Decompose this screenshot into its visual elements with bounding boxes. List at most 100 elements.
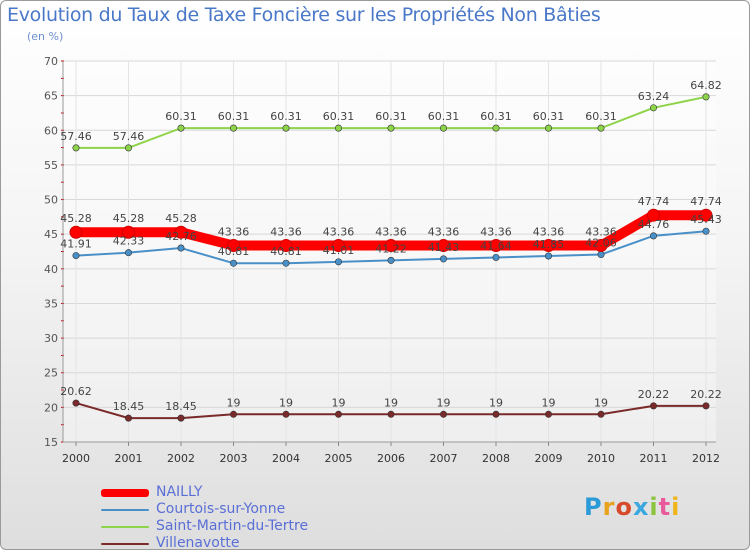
series-point-3 (230, 410, 238, 418)
data-label: 20.22 (638, 388, 670, 401)
series-point-2 (230, 124, 238, 132)
x-tick-label: 2002 (167, 452, 195, 465)
data-label: 43.36 (480, 226, 512, 239)
series-point-1 (439, 255, 447, 263)
data-label: 19 (594, 396, 608, 409)
series-point-0 (699, 208, 713, 222)
y-tick-label: 55 (44, 159, 58, 172)
series-point-0 (122, 225, 135, 239)
data-label: 43.36 (428, 226, 460, 239)
data-label: 18.45 (165, 400, 197, 413)
legend-swatch-saint-martin (101, 526, 149, 528)
series-point-3 (649, 402, 657, 410)
data-label: 45.28 (60, 212, 92, 225)
x-tick-label: 2008 (482, 452, 510, 465)
series-point-3 (492, 410, 500, 418)
data-label: 47.74 (690, 195, 722, 208)
y-unit-label: (en %) (27, 30, 64, 43)
data-label: 60.31 (270, 110, 302, 123)
data-label: 42.76 (165, 230, 197, 243)
series-point-0 (542, 239, 555, 253)
y-tick-label: 20 (44, 401, 58, 414)
data-label: 19 (542, 396, 556, 409)
x-tick-label: 2004 (272, 452, 300, 465)
series-point-1 (72, 252, 80, 260)
x-tick-label: 2003 (220, 452, 248, 465)
logo-letter: i (649, 493, 659, 521)
series-point-2 (387, 124, 395, 132)
y-tick-label: 50 (44, 194, 58, 207)
series-point-0 (489, 239, 503, 253)
data-label: 63.24 (638, 90, 670, 103)
x-tick-label: 2011 (640, 452, 668, 465)
series-point-1 (230, 259, 238, 267)
series-point-3 (702, 402, 710, 410)
data-label: 19 (384, 396, 398, 409)
legend-label-courtois: Courtois-sur-Yonne (156, 501, 286, 517)
y-tick-label: 70 (44, 55, 58, 68)
x-tick-label: 2006 (377, 452, 405, 465)
data-label: 60.31 (480, 110, 512, 123)
series-point-1 (334, 258, 342, 266)
data-label: 60.31 (533, 110, 565, 123)
data-label: 60.31 (428, 110, 460, 123)
series-point-0 (647, 208, 660, 222)
series-point-1 (702, 227, 710, 235)
data-label: 41.64 (480, 239, 512, 252)
series-point-0 (437, 239, 450, 253)
series-point-0 (384, 239, 398, 253)
data-label: 41.01 (323, 244, 355, 257)
legend-swatch-nailly (101, 489, 149, 497)
series-point-2 (334, 124, 342, 132)
legend-swatch-villenavotte (101, 543, 149, 545)
series-point-3 (177, 414, 185, 422)
series-point-1 (492, 253, 500, 261)
data-label: 40.81 (218, 245, 250, 258)
data-label: 40.81 (270, 245, 302, 258)
legend-label-saint-martin: Saint-Martin-du-Tertre (156, 518, 309, 534)
series-point-2 (282, 124, 290, 132)
data-label: 42.33 (113, 235, 145, 248)
data-label: 41.85 (533, 238, 565, 251)
data-label: 19 (332, 396, 346, 409)
x-tick-label: 2012 (692, 452, 720, 465)
data-label: 43.36 (218, 226, 250, 239)
x-tick-label: 2005 (325, 452, 353, 465)
data-label: 45.43 (690, 213, 722, 226)
series-point-1 (282, 259, 290, 267)
series-point-3 (439, 410, 447, 418)
series-point-2 (439, 124, 447, 132)
series-point-3 (387, 410, 395, 418)
series-point-3 (597, 410, 605, 418)
series-point-0 (69, 225, 83, 239)
axes: 15 20 25 30 35 40 45 50 55 60 65 70 2000 2001 2002 2003… (44, 55, 720, 465)
data-label: 47.74 (638, 195, 670, 208)
data-label: 18.45 (113, 400, 145, 413)
data-label: 19 (227, 396, 241, 409)
logo-letter: x (632, 493, 650, 521)
series-point-2 (72, 144, 80, 152)
series-point-3 (125, 414, 133, 422)
series-point-0 (279, 239, 293, 253)
series-point-1 (387, 256, 395, 264)
series-point-2 (177, 124, 185, 132)
data-label: 60.31 (165, 110, 197, 123)
data-label: 60.31 (218, 110, 250, 123)
data-label: 20.22 (690, 388, 722, 401)
data-label: 57.46 (60, 130, 92, 143)
series-point-1 (649, 232, 657, 240)
series-point-0 (227, 239, 240, 253)
logo-letter: i (671, 493, 681, 521)
data-label: 60.31 (375, 110, 407, 123)
data-label: 19 (489, 396, 503, 409)
logo-letter: o (615, 493, 633, 521)
data-label: 43.36 (270, 226, 302, 239)
logo-letter: t (658, 493, 672, 521)
series-point-3 (282, 410, 290, 418)
data-label: 20.62 (60, 385, 92, 398)
series-point-0 (332, 239, 345, 253)
y-tick-label: 30 (44, 332, 58, 345)
series-point-1 (125, 249, 133, 257)
